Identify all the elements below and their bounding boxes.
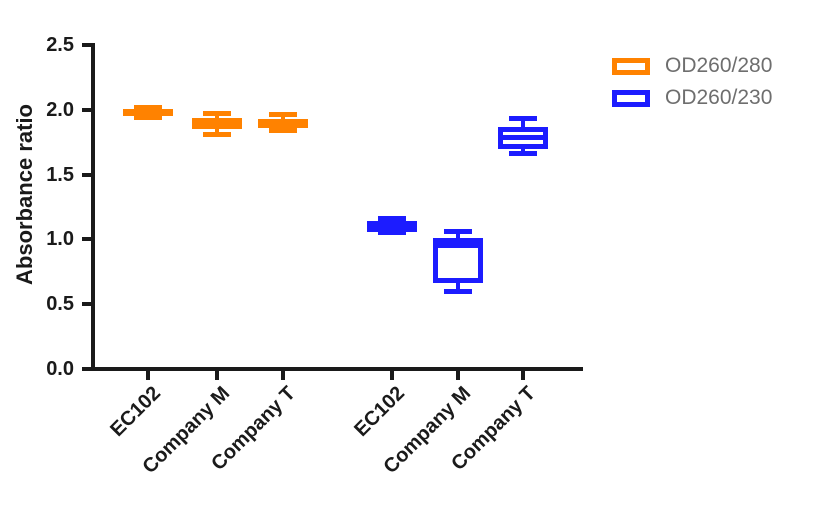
legend-entry: OD260/280 <box>612 55 772 77</box>
x-tick-mark <box>281 371 285 380</box>
box-median-line <box>192 120 242 126</box>
whisker-cap-top <box>378 216 406 222</box>
whisker-cap-top <box>444 229 472 235</box>
whisker-stem-bottom <box>215 129 219 135</box>
y-tick-label: 0.5 <box>46 293 74 316</box>
whisker-cap-bottom <box>444 288 472 294</box>
whisker-cap-top <box>269 112 297 118</box>
box-median-line <box>367 222 417 228</box>
legend-label: OD260/280 <box>665 54 773 77</box>
x-tick-mark <box>521 371 525 380</box>
y-tick-mark <box>82 237 91 242</box>
whisker-cap-bottom <box>269 128 297 134</box>
whisker-stem-bottom <box>521 148 525 154</box>
whisker-cap-bottom <box>134 115 162 121</box>
y-tick-label: 0.0 <box>46 358 74 380</box>
whisker-stem-top <box>521 118 525 127</box>
whisker-cap-bottom <box>509 151 537 157</box>
x-tick-mark <box>146 371 150 380</box>
y-tick-mark <box>82 107 91 112</box>
box-median-line <box>258 120 308 126</box>
box-median-line <box>498 134 548 140</box>
x-tick-mark <box>456 371 460 380</box>
legend: OD260/280 OD260/230 <box>612 55 772 109</box>
y-tick-mark <box>82 172 91 177</box>
x-category-label: EC102 <box>106 382 165 442</box>
x-tick-mark <box>390 371 394 380</box>
x-category-label: EC102 <box>350 382 409 442</box>
whisker-cap-top <box>134 104 162 110</box>
y-tick-label: 1.5 <box>46 163 74 186</box>
whisker-cap-top <box>509 116 537 122</box>
whisker-cap-bottom <box>203 131 231 137</box>
box-median-line <box>123 109 173 115</box>
y-axis-title: Absorbance ratio <box>12 104 37 285</box>
y-tick-mark <box>82 302 91 307</box>
whisker-cap-top <box>203 111 231 117</box>
legend-swatch-icon <box>612 57 650 75</box>
x-tick-mark <box>215 371 219 380</box>
y-tick-mark <box>82 43 91 47</box>
x-axis-line <box>91 367 583 371</box>
legend-swatch-icon <box>612 89 650 107</box>
whisker-cap-bottom <box>378 230 406 236</box>
y-tick-label: 2.5 <box>46 34 74 56</box>
legend-label: OD260/230 <box>665 86 773 109</box>
y-tick-mark <box>82 367 91 371</box>
box-median-line <box>433 243 483 249</box>
y-axis-line <box>91 43 95 371</box>
y-tick-label: 1.0 <box>46 228 74 251</box>
whisker-stem-bottom <box>456 283 460 292</box>
y-tick-label: 2.0 <box>46 98 74 121</box>
legend-entry: OD260/230 <box>612 87 772 109</box>
whisker-stem-top <box>456 231 460 239</box>
